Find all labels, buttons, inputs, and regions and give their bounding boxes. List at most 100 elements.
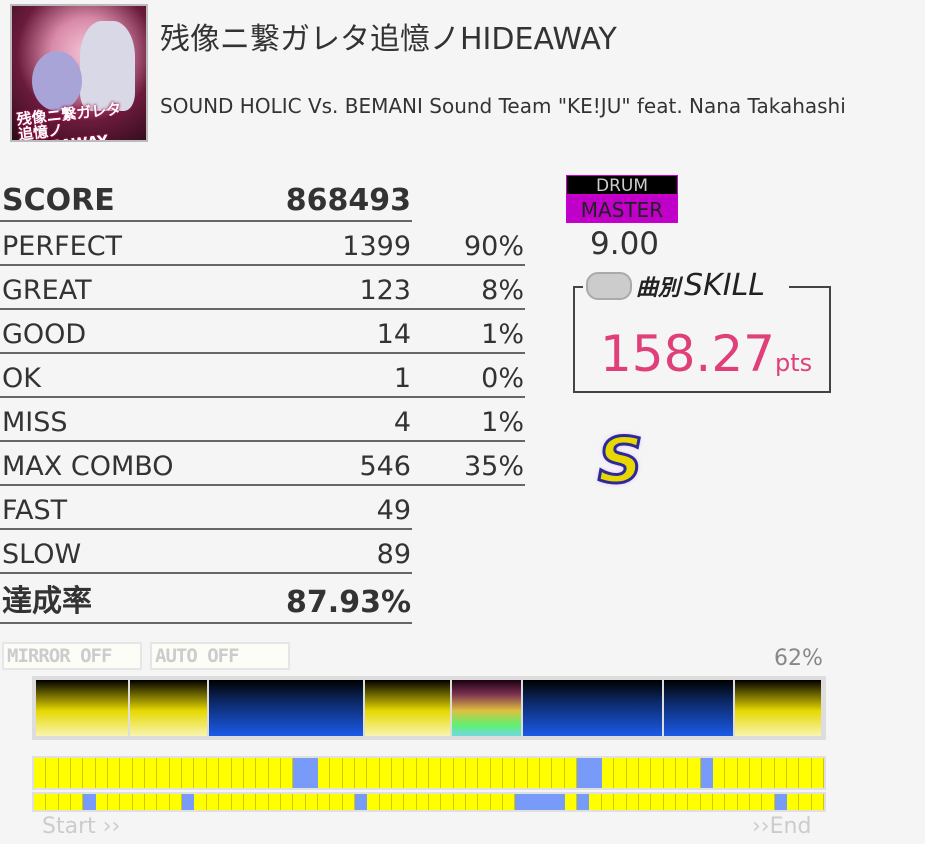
difficulty-level: 9.00 [590,226,660,262]
measure-cell [799,758,812,788]
jacket-logo-text: 残像ニ繋ガレタ 追憶ノHIDEAWAY [15,99,123,142]
measure-cell [712,794,726,810]
measure-cell [206,758,220,788]
measure-cell [219,758,232,788]
measure-cell [441,758,454,788]
measure-cell [145,794,158,810]
jacket-figure [80,21,135,111]
skill-title-kanji: 曲別 [636,275,681,301]
measure-cell [317,758,331,788]
measure-cell [490,794,504,810]
measure-cell [503,794,516,810]
stat-row: 達成率 87.93% [0,574,530,624]
measure-cell [58,794,72,810]
measure-cell [540,794,553,810]
difficulty-badge: DRUM MASTER [566,175,678,223]
skill-box [573,286,831,393]
stat-label: SLOW [2,539,82,570]
measure-cell [157,758,170,788]
score-table: SCORE 868493 PERFECT 1399 90% GREAT 123 … [0,172,530,624]
measure-cell [638,758,652,788]
measure-cell [256,794,269,810]
measure-cell [799,794,812,810]
measure-cell [404,758,417,788]
measure-cell [515,794,528,810]
measure-cell [786,758,800,788]
measure-cell [663,758,676,788]
measure-cell [83,758,96,788]
measure-cell [354,758,368,788]
measure-cell [231,794,244,810]
measure-cell [749,794,763,810]
measure-cell [675,794,689,810]
measure-cell [391,758,405,788]
measure-grid-bottom [32,792,826,812]
measure-cell [811,794,824,810]
measure-cell [243,794,257,810]
measure-cell [182,794,195,810]
measure-cell [108,794,121,810]
measure-cell [280,794,294,810]
stat-label: GREAT [2,275,92,306]
measure-cell [169,758,183,788]
measure-cell [774,758,787,788]
measure-cell [95,794,109,810]
measure-cell [34,794,47,810]
section-rainbow [452,680,521,736]
end-label: ››End [752,814,812,839]
divider [0,264,525,266]
measure-cell [71,794,84,810]
measure-cell [651,758,664,788]
measure-cell [453,758,467,788]
measure-cell [614,758,627,788]
measure-cell [108,758,121,788]
auto-option: AUTO OFF [150,642,290,670]
measure-cell [268,794,281,810]
stat-percent: 1% [481,319,524,350]
stat-label: MAX COMBO [2,451,174,482]
section-yellow [36,680,128,736]
song-title: 残像ニ繋ガレタ追憶ノHIDEAWAY [160,22,617,57]
measure-cell [231,758,244,788]
instrument-label: DRUM [566,175,678,196]
stat-label: 達成率 [2,584,92,619]
album-jacket: 残像ニ繋ガレタ 追憶ノHIDEAWAY [10,4,148,142]
measure-cell [688,758,701,788]
stat-percent: 35% [463,451,524,482]
section-bar [32,676,826,740]
measure-cell [219,794,232,810]
measure-cell [688,794,701,810]
measure-cell [786,794,800,810]
section-yellow [365,680,450,736]
measure-cell [638,794,652,810]
stat-value: 87.93% [286,585,411,620]
skill-title-text: SKILL [684,268,766,303]
measure-cell [120,758,133,788]
stat-label: FAST [2,495,68,526]
measure-cell [490,758,504,788]
divider [0,440,525,442]
measure-cell [614,794,627,810]
measure-cell [34,758,47,788]
divider [0,528,412,530]
measure-cell [71,758,84,788]
song-artist: SOUND HOLIC Vs. BEMANI Sound Team "KE!JU… [160,94,846,118]
measure-cell [95,758,109,788]
section-blue [523,680,662,736]
stat-row: SLOW 89 [0,530,530,574]
divider [0,352,525,354]
measure-cell [564,758,578,788]
stat-value: 1 [393,363,411,394]
measure-cell [169,794,183,810]
measure-cell [280,758,294,788]
measure-cell [305,758,318,788]
measure-cell [317,794,331,810]
measure-cell [367,794,380,810]
skill-unit: pts [774,349,813,377]
stat-label: PERFECT [2,231,123,262]
skill-value: 158.27pts [600,325,812,383]
stat-percent: 1% [481,407,524,438]
measure-cell [58,758,72,788]
measure-cell [391,794,405,810]
measure-cell [194,758,207,788]
